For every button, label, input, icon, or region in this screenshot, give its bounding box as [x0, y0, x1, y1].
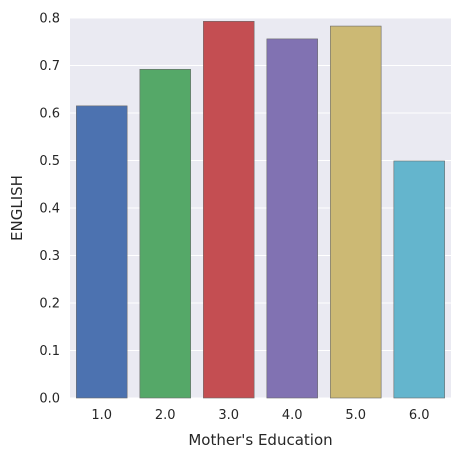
bar-6.0	[393, 160, 445, 399]
bar-5.0	[330, 25, 382, 399]
y-tick-label: 0.7	[39, 59, 60, 74]
bar-4.0	[266, 38, 318, 399]
bars	[76, 21, 445, 399]
x-axis-label: Mother's Education	[188, 431, 332, 449]
y-tick-label: 0.3	[39, 249, 60, 264]
grid-lines	[70, 17, 451, 399]
bar-2.0	[139, 69, 191, 399]
y-tick-label: 0.2	[39, 297, 60, 312]
x-tick-label: 5.0	[345, 408, 366, 423]
bar-3.0	[203, 21, 255, 399]
y-tick-label: 0.0	[39, 392, 60, 407]
y-tick-label: 0.4	[39, 202, 60, 217]
y-tick-labels: 0.0 0.1 0.2 0.3 0.4 0.5 0.6 0.7 0.8	[39, 12, 60, 407]
x-tick-label: 3.0	[218, 408, 239, 423]
y-tick-label: 0.8	[39, 12, 60, 27]
y-tick-label: 0.6	[39, 107, 60, 122]
x-tick-label: 1.0	[91, 408, 112, 423]
x-tick-label: 2.0	[155, 408, 176, 423]
y-tick-label: 0.1	[39, 344, 60, 359]
x-tick-label: 4.0	[282, 408, 303, 423]
bar-1.0	[76, 105, 128, 399]
x-tick-labels: 1.0 2.0 3.0 4.0 5.0 6.0	[91, 408, 429, 423]
y-axis-label: ENGLISH	[8, 175, 26, 241]
y-tick-label: 0.5	[39, 154, 60, 169]
x-tick-label: 6.0	[409, 408, 430, 423]
